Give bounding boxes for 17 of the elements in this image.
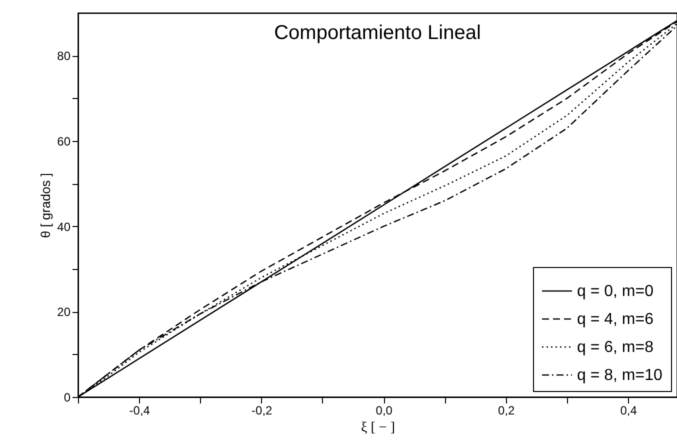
legend-label: q = 0, m=0 xyxy=(577,283,654,300)
y-axis-title: θ [ grados ] xyxy=(38,172,54,238)
y-tick-label: 80 xyxy=(57,49,71,64)
y-tick-label: 60 xyxy=(57,134,71,148)
legend-label: q = 4, m=6 xyxy=(577,311,654,328)
chart-title: Comportamiento Lineal xyxy=(274,22,481,44)
y-tick-label: 0 xyxy=(64,390,71,404)
x-axis-title: ξ [ − ] xyxy=(361,420,395,436)
x-tick-label: 0,2 xyxy=(498,404,516,418)
x-tick-label: -0,4 xyxy=(129,404,150,418)
y-tick-label: 20 xyxy=(57,305,71,320)
x-tick-label: -0,2 xyxy=(252,404,273,418)
x-tick-label: 0,0 xyxy=(376,404,393,418)
x-tick-label: 0,4 xyxy=(620,404,638,418)
legend-label: q = 6, m=8 xyxy=(577,339,654,356)
y-tick-label: 40 xyxy=(57,220,71,234)
legend-label: q = 8, m=10 xyxy=(577,367,662,384)
